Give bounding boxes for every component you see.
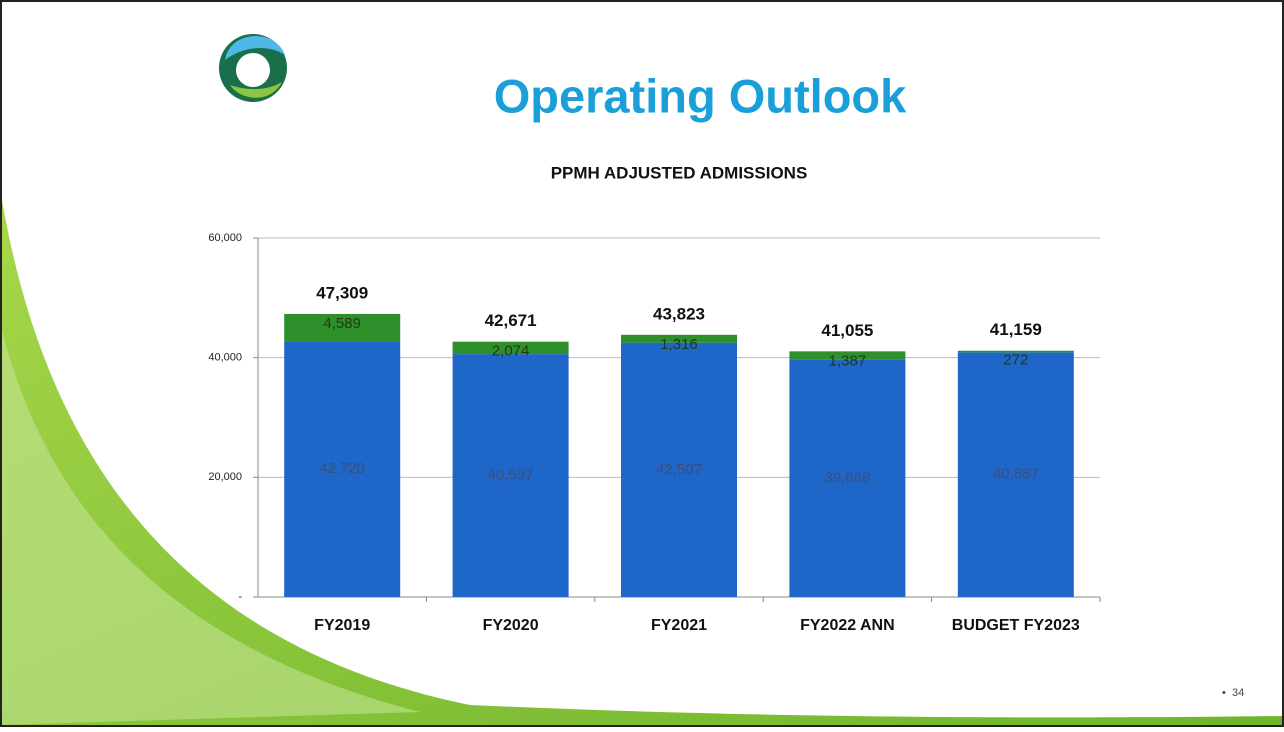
- value-label: 1,387: [829, 352, 867, 369]
- bar-segment: [789, 359, 906, 597]
- value-label: 39,668: [824, 469, 870, 486]
- x-tick-label: FY2019: [314, 617, 370, 634]
- x-tick-label: FY2021: [651, 617, 707, 634]
- x-tick-label: FY2022 ANN: [800, 617, 895, 634]
- value-label: 42,720: [319, 460, 365, 477]
- value-label: 4,589: [323, 315, 361, 332]
- x-tick-label: FY2020: [483, 617, 539, 634]
- y-tick-label: 60,000: [208, 232, 242, 244]
- bar-segment: [957, 352, 1074, 597]
- value-label: 272: [1003, 352, 1028, 369]
- bar-segment: [452, 341, 569, 355]
- bar-segment: [452, 354, 569, 597]
- slide-title: Operating Outlook: [494, 69, 907, 122]
- total-label: 47,309: [316, 283, 368, 302]
- swoosh-light: [2, 330, 420, 725]
- bar-segment: [957, 350, 1074, 353]
- value-label: 40,887: [993, 466, 1039, 483]
- page-bullet: •: [1222, 687, 1226, 699]
- bar-segment: [789, 351, 906, 360]
- value-label: 40,597: [488, 467, 534, 484]
- bar-segment: [621, 334, 737, 343]
- value-label: 1,316: [660, 336, 698, 353]
- bar-segment: [284, 341, 401, 597]
- total-label: 42,671: [485, 311, 537, 330]
- page-number: 34: [1232, 687, 1244, 699]
- value-label: 42,507: [656, 461, 702, 478]
- total-label: 41,055: [821, 321, 873, 340]
- total-label: 43,823: [653, 304, 705, 323]
- logo: [219, 34, 287, 102]
- x-tick-label: BUDGET FY2023: [952, 617, 1080, 634]
- y-tick-label: 40,000: [208, 352, 242, 364]
- chart-title: PPMH ADJUSTED ADMISSIONS: [551, 163, 808, 182]
- bar-segment: [284, 313, 401, 342]
- y-tick-label: 20,000: [208, 471, 242, 483]
- total-label: 41,159: [990, 320, 1042, 339]
- plot: - 20,000 40,000 60,000 42,720 4,589 47,309 FY20…: [208, 232, 1101, 634]
- y-tick-label: -: [238, 591, 242, 603]
- bar-segment: [621, 342, 737, 597]
- value-label: 2,074: [492, 343, 530, 360]
